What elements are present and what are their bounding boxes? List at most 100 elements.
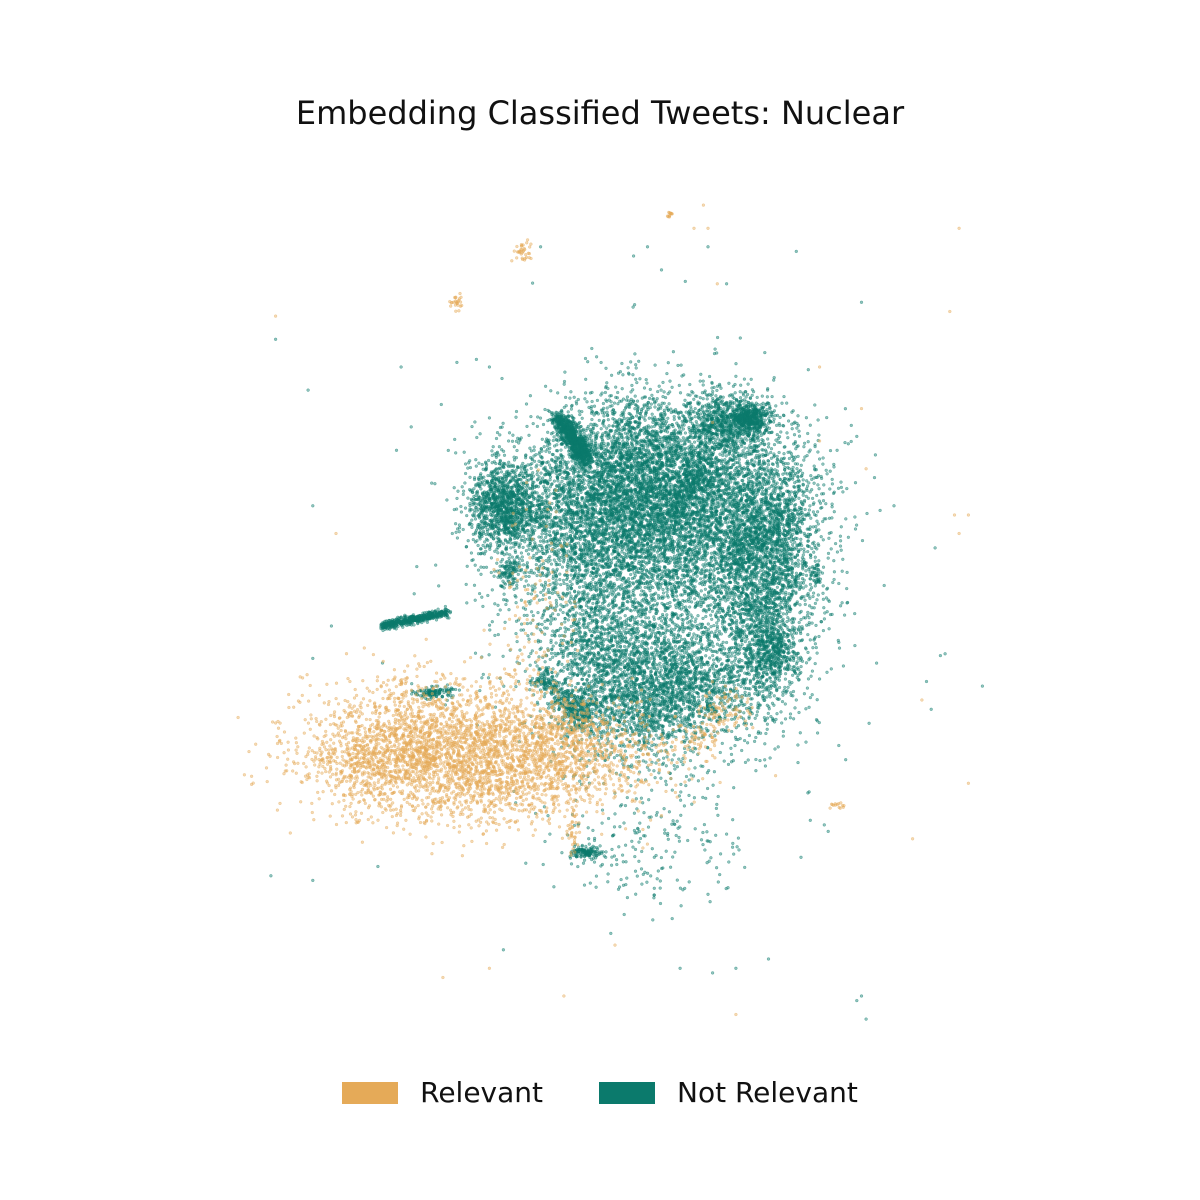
point-not-relevant [632,811,637,815]
point-not-relevant [493,633,497,638]
point-not-relevant [625,596,629,600]
point-not-relevant [513,594,517,598]
point-not-relevant [640,604,644,608]
point-not-relevant [504,602,508,607]
point-not-relevant [586,559,590,563]
point-not-relevant [702,565,706,569]
point-not-relevant [693,597,697,601]
point-not-relevant [634,580,638,584]
point-not-relevant [672,763,676,768]
point-not-relevant [480,676,484,680]
point-not-relevant [605,589,609,593]
point-not-relevant [699,372,703,376]
point-not-relevant [649,402,653,406]
point-not-relevant [813,403,817,407]
point-not-relevant [844,758,848,762]
point-not-relevant [672,753,676,757]
point-not-relevant [711,644,715,648]
point-not-relevant [548,657,552,662]
point-not-relevant [684,617,689,621]
point-not-relevant [591,601,595,606]
point-not-relevant [726,606,731,610]
point-not-relevant [530,281,535,285]
point-not-relevant [660,601,664,606]
point-not-relevant [821,628,826,633]
point-not-relevant [733,743,737,748]
point-not-relevant [664,559,669,563]
point-not-relevant [746,622,750,627]
point-not-relevant [718,644,722,648]
point-not-relevant [838,604,843,608]
point-not-relevant [684,538,688,543]
point-not-relevant [703,587,708,591]
point-not-relevant [710,641,715,645]
point-not-relevant [685,609,689,613]
point-not-relevant [548,478,552,482]
point-not-relevant [670,630,674,634]
point-not-relevant [807,616,811,620]
point-not-relevant [679,607,683,611]
point-not-relevant [692,526,697,530]
point-not-relevant [672,598,677,602]
point-not-relevant [691,650,695,654]
point-not-relevant [853,611,857,616]
point-not-relevant [749,722,754,726]
point-not-relevant [585,593,589,597]
point-not-relevant [803,507,807,512]
point-not-relevant [736,724,741,728]
point-not-relevant [659,559,663,563]
point-not-relevant [840,601,844,605]
point-not-relevant [691,642,695,646]
point-not-relevant [806,610,810,615]
point-not-relevant [501,654,505,658]
point-not-relevant [546,706,551,710]
point-not-relevant [514,415,518,419]
point-not-relevant [732,786,736,790]
point-not-relevant [536,610,540,615]
point-not-relevant [608,602,612,606]
point-not-relevant [646,616,651,620]
point-not-relevant [618,616,622,620]
point-not-relevant [530,649,534,653]
point-not-relevant [853,527,858,531]
point-not-relevant [541,597,545,602]
point-not-relevant [654,607,659,611]
point-not-relevant [827,536,831,540]
point-not-relevant [687,625,691,629]
point-not-relevant [680,658,684,663]
point-not-relevant [708,656,712,660]
point-not-relevant [809,674,813,678]
point-not-relevant [709,551,714,555]
point-not-relevant [696,695,701,699]
point-not-relevant [774,423,779,428]
point-not-relevant [620,387,624,391]
point-not-relevant [799,664,803,669]
point-not-relevant [561,457,565,462]
point-not-relevant [694,590,699,595]
point-not-relevant [529,592,534,596]
point-not-relevant [766,445,771,449]
point-not-relevant [711,653,715,658]
point-not-relevant [701,764,705,769]
point-not-relevant [675,576,680,580]
point-not-relevant [684,605,688,609]
point-not-relevant [559,448,563,452]
point-not-relevant [837,743,841,748]
point-not-relevant [628,618,633,623]
point-not-relevant [568,396,572,400]
point-not-relevant [677,383,681,388]
point-not-relevant [715,626,720,630]
point-not-relevant [529,610,534,614]
point-not-relevant [729,752,734,757]
point-not-relevant [631,373,635,377]
point-not-relevant [647,396,652,401]
point-not-relevant [577,409,581,413]
point-not-relevant [637,359,641,363]
point-not-relevant [651,585,655,590]
point-not-relevant [816,593,820,597]
point-not-relevant [596,567,600,572]
point-not-relevant [668,582,672,586]
point-not-relevant [670,788,674,792]
point-not-relevant [704,393,709,397]
point-not-relevant [726,762,731,767]
